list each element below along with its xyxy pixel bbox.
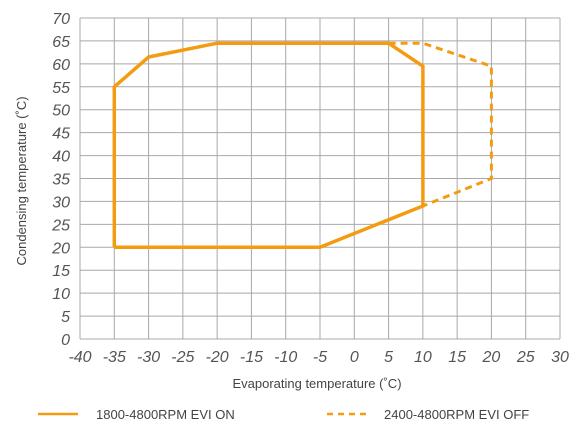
series-line-2 [388,41,493,208]
x-tick-label: 20 [482,349,501,366]
y-tick-label: 55 [52,80,70,97]
y-tick-label: 40 [52,149,70,166]
x-tick-label: -10 [274,349,297,366]
x-tick-label: -40 [68,349,91,366]
x-tick-label: -20 [206,349,229,366]
y-tick-label: 50 [52,103,70,120]
y-tick-label: 10 [52,286,70,303]
y-tick-label: 20 [51,240,70,257]
x-tick-label: 0 [350,349,359,366]
x-tick-label: -35 [103,349,126,366]
series-line-1 [112,41,425,250]
y-tick-label: 65 [52,34,70,51]
y-tick-label: 30 [52,194,70,211]
x-tick-label: -15 [240,349,263,366]
series-layer [112,41,493,250]
y-axis-ticks: 0 5 10 15 20 25 30 35 40 45 50 55 60 65 70 [51,11,70,349]
y-tick-label: 0 [61,332,70,349]
y-tick-label: 70 [52,11,70,28]
x-axis-title: Evaporating temperature (˚C) [232,376,401,391]
legend: 1800-4800RPM EVI ON 2400-4800RPM EVI OFF [38,407,529,422]
x-tick-label: -25 [171,349,194,366]
x-tick-label: 15 [448,349,466,366]
y-tick-label: 5 [61,309,70,326]
y-axis-title: Condensing temperature (˚C) [14,96,29,265]
x-tick-label: -30 [137,349,160,366]
x-tick-label: 5 [384,349,393,366]
legend-label-1: 1800-4800RPM EVI ON [96,407,235,422]
x-tick-label: 25 [516,349,535,366]
x-axis-ticks: -40 -35 -30 -25 -20 -15 -10 -5 0 5 10 15 20 25 30 [68,349,569,366]
y-tick-label: 35 [52,172,70,189]
y-tick-label: 45 [52,126,70,143]
y-tick-label: 25 [51,217,70,234]
x-tick-label: -5 [313,349,327,366]
y-tick-label: 15 [52,263,70,280]
y-tick-label: 60 [52,57,70,74]
x-tick-label: 30 [551,349,569,366]
x-tick-label: 10 [414,349,432,366]
legend-label-2: 2400-4800RPM EVI OFF [384,407,529,422]
